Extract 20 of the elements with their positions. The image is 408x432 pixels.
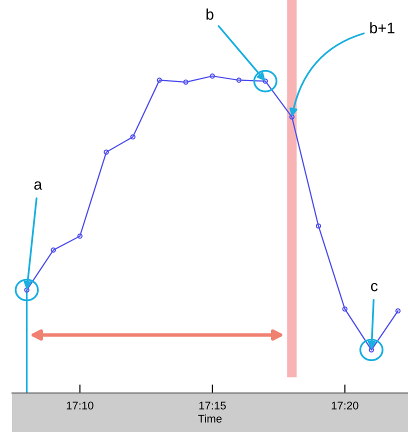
x-tick-label: 17:15 bbox=[199, 402, 226, 410]
point bbox=[50, 247, 56, 253]
point bbox=[289, 114, 295, 120]
annotation: b+1 bbox=[370, 22, 394, 34]
point bbox=[236, 78, 242, 83]
point bbox=[342, 306, 348, 312]
x-tick-label: 17:20 bbox=[332, 402, 358, 410]
point bbox=[156, 78, 162, 83]
point bbox=[104, 149, 109, 155]
annotation: a bbox=[34, 181, 42, 190]
point bbox=[77, 233, 83, 239]
point bbox=[316, 223, 322, 229]
point bbox=[395, 308, 401, 314]
annotation: c bbox=[371, 282, 378, 292]
x-axis-title: Time bbox=[198, 414, 222, 423]
point bbox=[210, 73, 216, 79]
annotation: b bbox=[206, 8, 214, 20]
x-tick-label: 17:10 bbox=[66, 402, 94, 410]
point bbox=[183, 79, 188, 85]
point bbox=[130, 134, 136, 140]
